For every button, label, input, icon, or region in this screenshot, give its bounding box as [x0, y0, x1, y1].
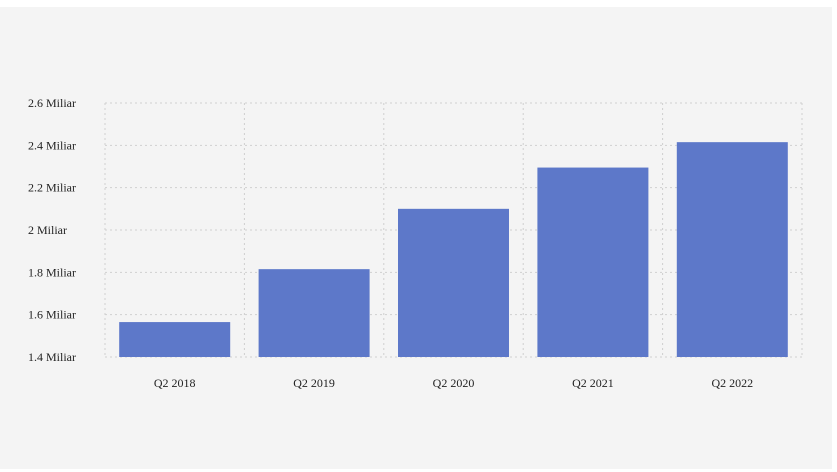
- x-tick-label: Q2 2020: [433, 376, 475, 390]
- x-axis: Q2 2018 Q2 2019 Q2 2020 Q2 2021 Q2 2022: [154, 376, 753, 390]
- y-tick-label: 1.6 Miliar: [28, 308, 76, 322]
- y-tick-label: 2 Miliar: [28, 223, 67, 237]
- bar: [119, 322, 231, 357]
- y-tick-label: 2.6 Miliar: [28, 96, 76, 110]
- y-tick-label: 2.2 Miliar: [28, 181, 76, 195]
- x-tick-label: Q2 2019: [293, 376, 335, 390]
- y-tick-label: 1.8 Miliar: [28, 265, 76, 279]
- x-tick-label: Q2 2021: [572, 376, 614, 390]
- y-tick-label: 1.4 Miliar: [28, 350, 76, 364]
- bar: [676, 142, 788, 357]
- y-axis: 1.4 Miliar 1.6 Miliar 1.8 Miliar 2 Miliar 2.…: [28, 96, 76, 364]
- bar: [537, 167, 649, 357]
- bar: [398, 208, 509, 357]
- x-tick-label: Q2 2018: [154, 376, 196, 390]
- y-tick-label: 2.4 Miliar: [28, 138, 76, 152]
- bar: [258, 269, 370, 357]
- x-tick-label: Q2 2022: [711, 376, 753, 390]
- bars: [119, 142, 788, 357]
